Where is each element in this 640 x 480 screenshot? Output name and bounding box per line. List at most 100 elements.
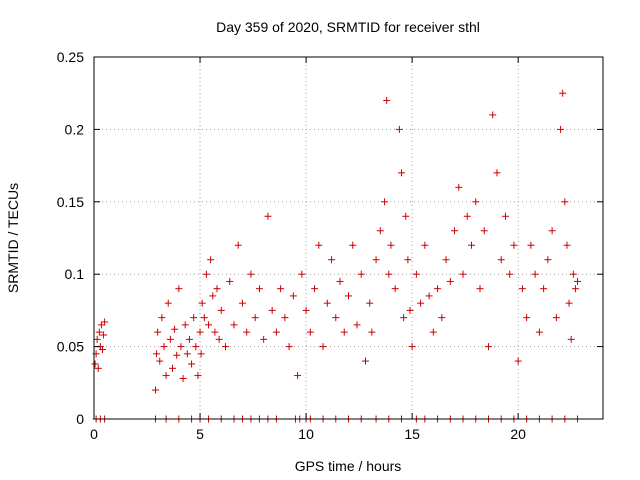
data-point <box>395 125 403 133</box>
data-point <box>205 321 213 329</box>
data-point <box>565 299 573 307</box>
data-point <box>215 335 223 343</box>
data-point <box>340 328 348 336</box>
data-point <box>160 343 168 351</box>
data-point <box>268 306 276 314</box>
data-point <box>162 372 170 380</box>
data-point <box>152 386 160 394</box>
data-point <box>332 314 340 322</box>
data-point <box>406 306 414 314</box>
data-point <box>497 256 505 264</box>
data-point <box>559 89 567 97</box>
y-tick-label: 0.15 <box>57 194 84 210</box>
y-tick-label: 0.05 <box>57 339 84 355</box>
data-point <box>272 328 280 336</box>
data-point <box>213 285 221 293</box>
data-point <box>569 270 577 278</box>
data-point <box>177 343 185 351</box>
data-point <box>95 328 103 336</box>
data-point <box>181 321 189 329</box>
data-point <box>421 241 429 249</box>
data-point <box>264 212 272 220</box>
data-point <box>548 227 556 235</box>
data-point <box>311 285 319 293</box>
data-point <box>425 292 433 300</box>
data-point <box>368 328 376 336</box>
data-point <box>168 364 176 372</box>
data-point <box>361 357 369 365</box>
data-point <box>285 343 293 351</box>
data-point <box>173 351 181 359</box>
data-point <box>540 285 548 293</box>
x-tick-label: 5 <box>196 426 204 442</box>
data-point <box>200 314 208 322</box>
data-point <box>158 314 166 322</box>
data-point <box>255 285 263 293</box>
data-point <box>260 335 268 343</box>
data-point <box>234 241 242 249</box>
data-point <box>353 321 361 329</box>
data-point <box>281 314 289 322</box>
data-point <box>544 256 552 264</box>
data-point <box>385 270 393 278</box>
x-tick-label: 0 <box>90 426 98 442</box>
data-point <box>179 374 187 382</box>
data-point <box>476 285 484 293</box>
data-point <box>398 169 406 177</box>
data-point <box>175 285 183 293</box>
data-point <box>100 331 108 339</box>
data-point <box>336 277 344 285</box>
data-point <box>97 321 105 329</box>
data-point <box>459 270 467 278</box>
data-point <box>480 227 488 235</box>
data-point <box>357 270 365 278</box>
data-point <box>156 357 164 365</box>
data-point <box>202 270 210 278</box>
data-point <box>501 212 509 220</box>
data-point <box>190 314 198 322</box>
data-point <box>391 285 399 293</box>
data-point <box>387 241 395 249</box>
data-point <box>404 256 412 264</box>
data-point <box>238 299 246 307</box>
data-point <box>563 241 571 249</box>
data-point <box>221 343 229 351</box>
data-point <box>315 241 323 249</box>
data-point <box>429 328 437 336</box>
chart-title: Day 359 of 2020, SRMTID for receiver sth… <box>216 19 480 35</box>
data-point <box>417 299 425 307</box>
data-point <box>185 335 193 343</box>
data-point <box>455 183 463 191</box>
data-point <box>552 314 560 322</box>
data-point <box>372 256 380 264</box>
data-point <box>98 345 106 353</box>
data-point <box>183 350 191 358</box>
data-point <box>535 328 543 336</box>
data-point <box>91 360 99 368</box>
axes: 0 5 10 15 20 0 0.05 0.1 0.15 0.2 0.25 <box>57 49 604 442</box>
data-point <box>531 270 539 278</box>
y-axis-label: SRMTID / TECUs <box>5 183 21 293</box>
data-point <box>518 285 526 293</box>
data-point <box>251 314 259 322</box>
data-point <box>506 270 514 278</box>
data-point <box>166 335 174 343</box>
grid-lines <box>94 57 603 419</box>
x-tick-label: 15 <box>404 426 420 442</box>
x-axis-label: GPS time / hours <box>295 458 402 474</box>
data-point <box>345 292 352 300</box>
data-point <box>557 125 565 133</box>
data-point <box>306 328 314 336</box>
data-point <box>574 277 582 285</box>
data-point <box>302 306 310 314</box>
data-point <box>527 241 535 249</box>
data-point <box>171 325 179 333</box>
data-point <box>294 372 302 380</box>
data-point <box>323 299 331 307</box>
data-point <box>438 314 446 322</box>
y-tick-label: 0.1 <box>65 266 85 282</box>
data-point <box>489 111 497 119</box>
y-tick-label: 0.25 <box>57 49 84 65</box>
data-point <box>164 299 172 307</box>
